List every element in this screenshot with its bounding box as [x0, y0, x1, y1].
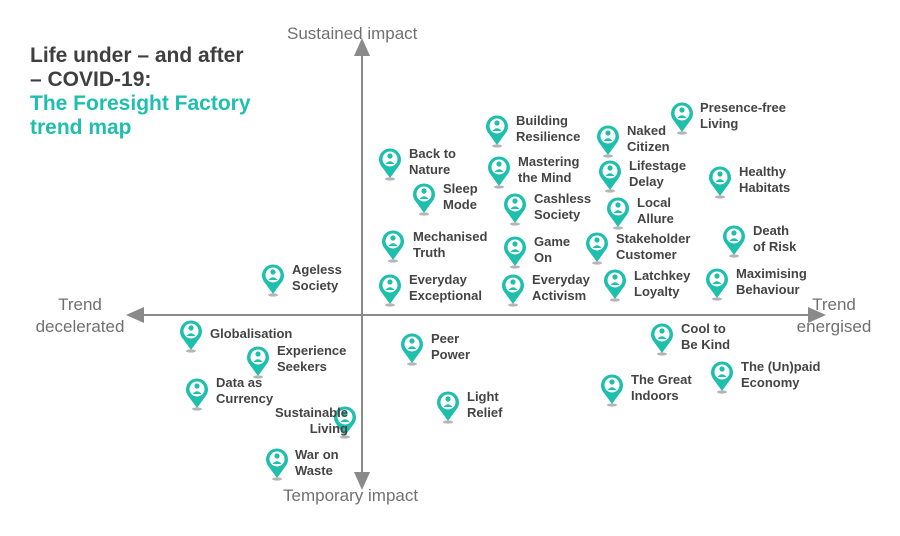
trend-label: Healthy Habitats [739, 164, 791, 195]
trend-label: Latchkey Loyalty [634, 268, 691, 299]
trend-pin-icon [599, 160, 621, 193]
trend-label: The (Un)paid Economy [741, 359, 821, 390]
title-line-1: Life under – and after – COVID-19: [30, 44, 244, 91]
trend-label: Globalisation [210, 326, 293, 341]
trend-pin-icon [607, 197, 629, 230]
trend-label: Presence-free Living [700, 100, 786, 131]
trend-label: Naked Citizen [627, 123, 670, 154]
trend-label: Cool to Be Kind [681, 321, 731, 352]
axis-label-left-line1: Trend [58, 295, 102, 314]
trend-pin-icon [437, 391, 459, 424]
trend-pin-icon [711, 361, 733, 394]
trend-pin-icon [709, 166, 731, 199]
axis-label-right-line2: energised [796, 317, 872, 336]
axis-label-bottom: Temporary impact [283, 486, 419, 505]
trend-label: War on Waste [295, 447, 339, 478]
trend-label: Mastering the Mind [518, 154, 580, 185]
trend-pin-icon [180, 320, 202, 353]
trend-label: Local Allure [637, 195, 674, 226]
trend-label: The Great Indoors [631, 372, 692, 403]
trend-pin-icon [504, 193, 526, 226]
trend-pin-icon [382, 230, 404, 263]
trend-label: Death of Risk [753, 223, 797, 254]
axis-label-right-line1: Trend [812, 295, 856, 314]
trend-label: Game On [534, 234, 571, 265]
trend-label: Lifestage Delay [629, 158, 687, 189]
trend-pin-icon [401, 333, 423, 366]
trend-pin-icon [488, 156, 510, 189]
trend-label: Sustainable Living [275, 405, 348, 436]
trend-label: Sleep Mode [443, 181, 478, 212]
trend-pin-icon [706, 268, 728, 301]
trend-label: Everyday Activism [532, 272, 590, 303]
trend-label: Back to Nature [409, 146, 456, 177]
trend-pin-icon [504, 236, 526, 269]
trend-label: Ageless Society [292, 262, 342, 293]
trend-pin-icon [723, 225, 745, 258]
trend-pin-icon [262, 264, 284, 297]
trend-label: Light Relief [467, 389, 503, 420]
trend-label: Maximising Behaviour [736, 266, 807, 297]
title-line-2: The Foresight Factory trend map [30, 92, 251, 139]
trend-pin-icon [597, 125, 619, 158]
trend-label: Everyday Exceptional [409, 272, 482, 303]
trend-pin-icon [247, 346, 269, 379]
trend-pin-icon [334, 406, 356, 439]
axis-label-left: Trend decelerated [28, 294, 132, 338]
trend-pin-icon [601, 374, 623, 407]
trend-label: Data as Currency [216, 375, 274, 406]
trend-pin-icon [413, 183, 435, 216]
trend-label: Peer Power [431, 331, 471, 362]
axis-label-top: Sustained impact [287, 24, 418, 43]
trend-pin-icon [586, 232, 608, 265]
trend-label: Mechanised Truth [413, 229, 488, 260]
trend-pin-icon [379, 148, 401, 181]
trend-label: Experience Seekers [277, 343, 347, 374]
axis-label-left-line2: decelerated [35, 317, 125, 336]
axis-label-right: Trend energised [786, 294, 882, 338]
trend-pin-icon [671, 102, 693, 135]
trend-label: Stakeholder Customer [616, 231, 691, 262]
trend-label: Building Resilience [516, 113, 581, 144]
trend-pin-icon [502, 274, 524, 307]
map-title: Life under – and after – COVID-19: The F… [30, 44, 260, 140]
trend-label: Cashless Society [534, 191, 592, 222]
trend-pin-icon [379, 274, 401, 307]
trend-pin-icon [486, 115, 508, 148]
trend-pin-icon [604, 269, 626, 302]
trend-pin-icon [651, 323, 673, 356]
trend-pin-icon [266, 448, 288, 481]
trend-pin-icon [186, 378, 208, 411]
